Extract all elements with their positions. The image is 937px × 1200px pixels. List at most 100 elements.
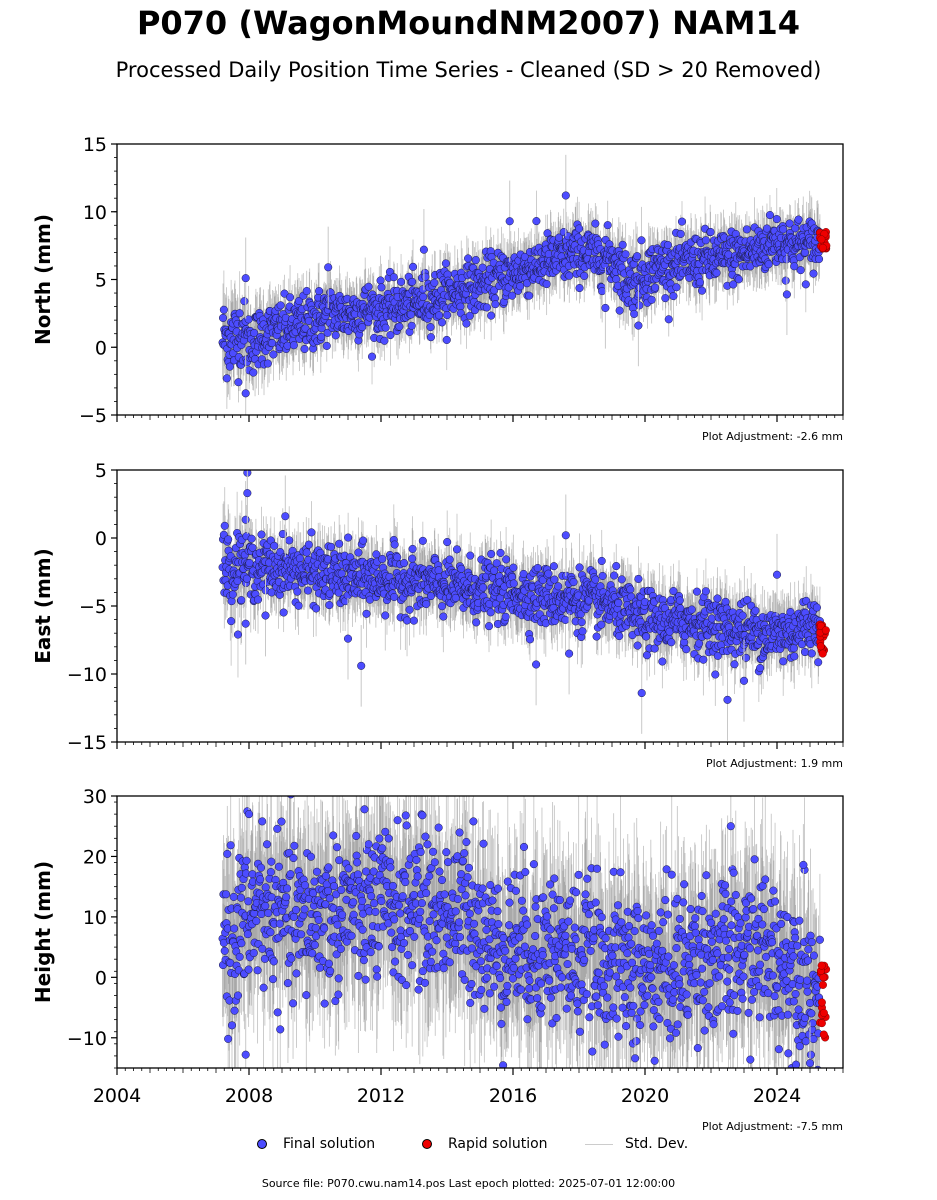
final-solution-point: [785, 219, 794, 228]
final-solution-point: [354, 548, 363, 557]
final-solution-point: [669, 291, 678, 301]
final-solution-point: [395, 322, 404, 331]
final-solution-point: [554, 233, 564, 242]
final-solution-point: [300, 344, 309, 354]
final-solution-point: [249, 368, 258, 377]
final-solution-point: [772, 215, 781, 224]
final-solution-point: [621, 250, 630, 259]
final-solution-point: [484, 622, 494, 631]
final-solution-outlier: [324, 263, 333, 272]
final-solution-point: [280, 289, 289, 298]
final-solution-point: [381, 323, 390, 332]
final-solution-point: [376, 276, 385, 285]
final-solution-point: [240, 297, 249, 306]
final-solution-point: [235, 309, 244, 318]
final-solution-point: [317, 332, 326, 341]
final-solution-point: [677, 217, 687, 226]
final-solution-outlier: [601, 303, 610, 313]
final-solution-point: [434, 566, 443, 575]
final-solution-point: [294, 601, 303, 610]
final-solution-point: [742, 225, 751, 234]
final-solution-point: [438, 318, 447, 327]
final-solution-point: [466, 551, 475, 560]
final-solution-point: [630, 309, 639, 318]
y-tick-label: 0: [95, 337, 107, 359]
final-solution-point: [809, 269, 818, 278]
final-solution-point: [364, 282, 373, 291]
final-solution-point: [389, 273, 398, 282]
final-solution-point: [457, 564, 466, 573]
final-solution-point: [814, 254, 824, 264]
final-solution-point: [390, 592, 399, 602]
final-solution-point: [335, 539, 344, 548]
final-solution-point: [377, 283, 386, 292]
final-solution-point: [618, 240, 627, 249]
final-solution-point: [508, 291, 517, 300]
final-solution-point: [491, 300, 500, 309]
final-solution-point: [695, 278, 704, 287]
final-solution-outlier: [241, 389, 250, 398]
final-solution-point: [359, 536, 368, 545]
final-solution-point: [465, 311, 474, 320]
final-solution-point: [295, 554, 304, 563]
final-solution-point: [701, 236, 710, 245]
chart-title: P070 (WagonMoundNM2007) NAM14: [136, 4, 801, 42]
final-solution-point: [219, 305, 228, 314]
final-solution-point: [381, 611, 390, 620]
final-solution-point: [234, 378, 243, 387]
final-solution-point: [598, 287, 607, 296]
final-solution-point: [418, 536, 427, 545]
final-solution-point: [286, 293, 295, 302]
final-solution-point: [664, 315, 673, 324]
final-solution-point: [672, 283, 681, 292]
final-solution-point: [591, 219, 600, 228]
final-solution-point: [779, 225, 788, 234]
final-solution-outlier: [419, 245, 428, 254]
plot-adjustment-note: Plot Adjustment: -2.6 mm: [702, 430, 843, 443]
final-solution-point: [278, 529, 287, 539]
final-solution-point: [516, 282, 525, 291]
final-solution-point: [253, 595, 263, 604]
final-solution-point: [294, 296, 304, 305]
final-solution-point: [637, 236, 646, 245]
final-solution-point: [522, 279, 532, 288]
final-solution-point: [304, 540, 313, 549]
final-solution-point: [438, 602, 447, 611]
final-solution-point: [487, 311, 496, 320]
final-solution-point: [478, 583, 488, 592]
final-solution-point: [762, 224, 772, 233]
final-solution-point: [801, 280, 810, 289]
plot-area: [218, 154, 831, 415]
final-solution-point: [426, 333, 436, 342]
final-solution-point: [698, 286, 707, 295]
final-solution-point: [312, 604, 321, 613]
chart-subtitle: Processed Daily Position Time Series - C…: [115, 58, 822, 82]
final-solution-point: [419, 292, 428, 301]
final-solution-point: [435, 311, 444, 320]
final-solution-point: [301, 324, 310, 333]
final-solution-point: [765, 211, 774, 220]
final-solution-point: [794, 215, 803, 224]
final-solution-point: [661, 294, 670, 303]
final-solution-point: [269, 350, 278, 359]
final-solution-point: [408, 277, 417, 286]
final-solution-point: [386, 331, 395, 340]
final-solution-point: [276, 301, 285, 310]
final-solution-point: [445, 555, 454, 564]
final-solution-point: [257, 530, 266, 539]
final-solution-point: [224, 535, 233, 544]
final-solution-point: [380, 336, 389, 345]
final-solution-point: [362, 609, 371, 618]
final-solution-point: [575, 283, 584, 293]
final-solution-point: [233, 630, 243, 639]
final-solution-point: [663, 241, 672, 250]
panel-0: −5 0 5 10 15 North (mm) Plot Adjustment: -2.6 …: [31, 134, 844, 443]
y-axis-label: North (mm): [31, 214, 55, 345]
final-solution-point: [482, 303, 491, 312]
final-solution-point: [315, 287, 324, 296]
final-solution-point: [442, 335, 451, 345]
final-solution-point: [227, 617, 236, 626]
final-solution-point: [358, 323, 367, 332]
final-solution-point: [325, 601, 334, 610]
final-solution-point: [734, 275, 743, 284]
